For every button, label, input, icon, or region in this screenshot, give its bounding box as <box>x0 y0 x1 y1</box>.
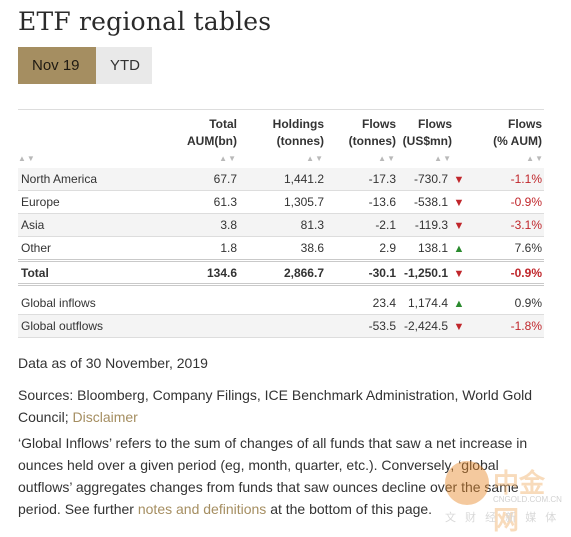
region-cell: Global outflows <box>18 314 178 338</box>
aum-cell: 67.7 <box>178 168 237 191</box>
holdings-cell: 38.6 <box>237 236 324 261</box>
table-row: Asia 3.8 81.3 -2.1 -119.3 ▼ -3.1% <box>18 213 544 237</box>
watermark-circle-icon <box>445 461 489 505</box>
region-cell: Other <box>18 236 178 261</box>
flows-usd-cell: -119.3 <box>396 213 448 237</box>
table-row: Other 1.8 38.6 2.9 138.1 ▲ 7.6% <box>18 236 544 261</box>
up-arrow-icon: ▲ <box>453 298 465 310</box>
sort-flows-pct-icon[interactable]: ▲▼ <box>526 154 544 163</box>
watermark-logo: 中金网 CNGOLD.COM.CN 文 财 经 新 媒 体 <box>445 461 565 536</box>
table-row: North America 67.7 1,441.2 -17.3 -730.7 … <box>18 168 544 191</box>
sort-flows-tonnes-icon[interactable]: ▲▼ <box>378 154 396 163</box>
flows-pct-cell: -3.1% <box>470 213 544 237</box>
watermark-tagline: 文 财 经 新 媒 体 <box>445 512 560 524</box>
down-arrow-icon: ▼ <box>453 197 465 209</box>
table-row: Global inflows 23.4 1,174.4 ▲ 0.9% <box>18 292 544 315</box>
flows-pct-cell: 0.9% <box>470 292 544 315</box>
flows-tonnes-cell: -2.1 <box>324 213 396 237</box>
aum-cell: 134.6 <box>178 259 237 286</box>
flows-pct-cell: -1.1% <box>470 168 544 191</box>
flows-pct-cell: 7.6% <box>470 236 544 261</box>
holdings-cell: 2,866.7 <box>237 259 324 286</box>
sources-text: Sources: Bloomberg, Company Filings, ICE… <box>18 387 533 425</box>
data-as-of-note: Data as of 30 November, 2019 <box>18 355 208 371</box>
flows-tonnes-header[interactable]: Flows (tonnes) <box>324 109 396 150</box>
flows-tonnes-cell: 23.4 <box>324 292 396 315</box>
holdings-cell: 1,441.2 <box>237 168 324 191</box>
flows-usd-cell: -2,424.5 <box>396 314 448 338</box>
aum-cell: 1.8 <box>178 236 237 261</box>
flows-usd-cell: -538.1 <box>396 190 448 214</box>
page-title: ETF regional tables <box>18 7 272 36</box>
sort-region-icon[interactable]: ▲▼ <box>18 154 36 163</box>
watermark-domain: CNGOLD.COM.CN <box>493 495 562 504</box>
down-arrow-icon: ▼ <box>453 174 465 186</box>
disclaimer-link[interactable]: Disclaimer <box>72 409 138 425</box>
flows-usd-cell: -1,250.1 <box>396 259 448 286</box>
tab-nov-19[interactable]: Nov 19 <box>18 47 96 84</box>
flows-pct-header[interactable]: Flows (% AUM) <box>470 109 544 150</box>
region-cell: Global inflows <box>18 292 178 315</box>
region-cell: Europe <box>18 190 178 214</box>
flows-usd-header[interactable]: Flows (US$mn) <box>396 109 470 150</box>
flows-tonnes-cell: -13.6 <box>324 190 396 214</box>
period-tabs: Nov 19 YTD <box>18 47 152 84</box>
flows-usd-cell: 138.1 <box>396 236 448 261</box>
sort-holdings-icon[interactable]: ▲▼ <box>306 154 324 163</box>
flows-tonnes-cell: 2.9 <box>324 236 396 261</box>
flows-tonnes-cell: -30.1 <box>324 259 396 286</box>
definitions-text-end: at the bottom of this page. <box>270 501 433 517</box>
down-arrow-icon: ▼ <box>453 321 465 333</box>
tab-ytd[interactable]: YTD <box>96 47 152 84</box>
etf-regional-table: Total AUM(bn) Holdings (tonnes) Flows (tonn… <box>18 109 544 338</box>
definitions-text: ‘Global Inflows’ refers to the sum of ch… <box>18 435 528 517</box>
flows-pct-cell: -0.9% <box>470 190 544 214</box>
aum-cell: 3.8 <box>178 213 237 237</box>
region-cell: Total <box>18 259 178 286</box>
sort-aum-icon[interactable]: ▲▼ <box>219 154 237 163</box>
flows-pct-cell: -1.8% <box>470 314 544 338</box>
notes-and-definitions-link[interactable]: notes and definitions <box>137 501 267 517</box>
region-cell: North America <box>18 168 178 191</box>
flows-pct-cell: -0.9% <box>470 259 544 286</box>
down-arrow-icon: ▼ <box>453 267 465 280</box>
flows-usd-cell: 1,174.4 <box>396 292 448 315</box>
holdings-cell: 81.3 <box>237 213 324 237</box>
sources-note: Sources: Bloomberg, Company Filings, ICE… <box>18 384 548 428</box>
flows-tonnes-cell: -17.3 <box>324 168 396 191</box>
definitions-note: ‘Global Inflows’ refers to the sum of ch… <box>18 432 548 520</box>
holdings-header[interactable]: Holdings (tonnes) <box>237 109 324 150</box>
region-header <box>18 109 178 150</box>
flows-tonnes-cell: -53.5 <box>324 314 396 338</box>
holdings-cell: 1,305.7 <box>237 190 324 214</box>
sort-flows-usd-icon[interactable]: ▲▼ <box>434 154 452 163</box>
aum-cell: 61.3 <box>178 190 237 214</box>
aum-header[interactable]: Total AUM(bn) <box>178 109 237 150</box>
total-row: Total 134.6 2,866.7 -30.1 -1,250.1 ▼ -0.… <box>18 259 544 286</box>
table-row: Global outflows -53.5 -2,424.5 ▼ -1.8% <box>18 314 544 338</box>
region-cell: Asia <box>18 213 178 237</box>
down-arrow-icon: ▼ <box>453 220 465 232</box>
table-row: Europe 61.3 1,305.7 -13.6 -538.1 ▼ -0.9% <box>18 190 544 214</box>
up-arrow-icon: ▲ <box>453 243 465 255</box>
flows-usd-cell: -730.7 <box>396 168 448 191</box>
